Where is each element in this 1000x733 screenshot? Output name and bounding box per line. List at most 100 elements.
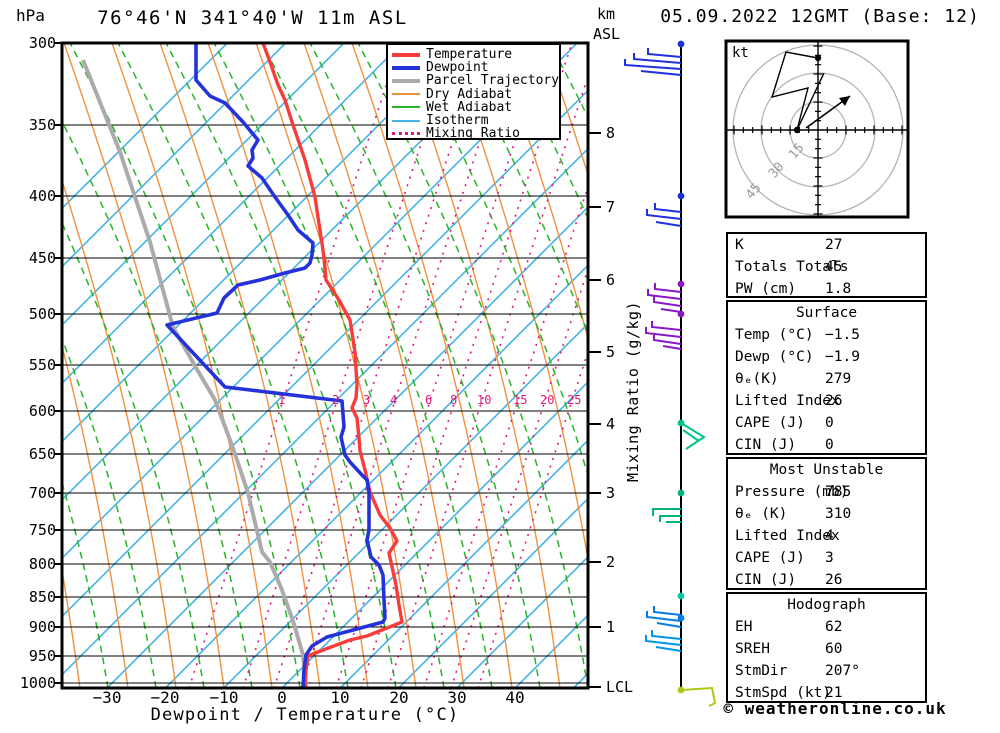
wind-barb-icon xyxy=(655,646,682,652)
index-label: CAPE (J) xyxy=(735,415,805,431)
wind-barb-icon xyxy=(645,635,682,646)
isotherm-line xyxy=(456,556,587,687)
mixing-ratio-value-label: 10 xyxy=(477,393,492,407)
temp-tick-label: −20 xyxy=(150,688,180,707)
pressure-tick-label: 900 xyxy=(28,618,56,636)
wet-adiabat-line xyxy=(117,44,349,687)
wind-barb-icon xyxy=(651,321,682,331)
temp-tick-label: 10 xyxy=(330,688,350,707)
temp-tick-label: 20 xyxy=(389,688,409,707)
pressure-tick-label: 300 xyxy=(28,34,56,52)
wind-barb-icon xyxy=(662,345,682,350)
dry-adiabat-line xyxy=(351,44,513,687)
index-value: 785 xyxy=(825,484,852,500)
wind-barb-icon xyxy=(646,209,682,220)
copyright-credit: © weatheronline.co.uk xyxy=(723,699,947,718)
isotherm-line xyxy=(63,44,345,326)
wind-barb-icon xyxy=(680,422,706,450)
km-tick-label: 4 xyxy=(606,415,616,433)
pressure-tick-label: 500 xyxy=(28,305,56,323)
mixing-ratio-value-label: 6 xyxy=(425,393,433,407)
station-title: 76°46'N 341°40'W 11m ASL xyxy=(97,7,408,29)
wet-adiabat-line xyxy=(357,44,587,687)
hodograph-plot xyxy=(724,39,910,219)
dry-adiabat-line xyxy=(159,44,321,687)
wind-level-dot xyxy=(677,614,685,622)
pressure-tick-label: 350 xyxy=(28,116,56,134)
dry-adiabat-line xyxy=(111,44,273,687)
legend-item: Isotherm xyxy=(388,113,559,128)
index-table-row: CIN (J) 26 xyxy=(728,569,925,591)
mixing-ratio-line xyxy=(477,352,587,687)
index-table-row: CAPE (J) 0 xyxy=(728,412,925,434)
legend-line-sample xyxy=(392,52,420,57)
wet-adiabat-line xyxy=(165,44,397,687)
index-value: 0 xyxy=(825,437,834,453)
index-table: Surface Temp (°C) −1.5 Dewp (°C) −1.9 θₑ(K) 27… xyxy=(726,300,927,455)
legend-item-label: Temperature xyxy=(426,47,513,63)
index-table-row: Temp (°C) −1.5 xyxy=(728,324,925,346)
pressure-tick-label: 850 xyxy=(28,588,56,606)
wet-adiabat-line xyxy=(63,339,157,687)
index-label: Dewp (°C) xyxy=(735,349,814,365)
legend-line-sample xyxy=(392,119,420,122)
temperature-curve xyxy=(261,44,404,687)
wind-barb-icon xyxy=(646,611,682,622)
index-label: Totals Totals xyxy=(735,259,849,275)
index-table-row: K 27 xyxy=(728,234,925,256)
index-table: K 27 Totals Totals 45 PW (cm) 1.8 xyxy=(726,232,927,298)
mixing-ratio-value-label: 3 xyxy=(363,393,371,407)
isotherm-line xyxy=(63,44,286,267)
index-value: −1.5 xyxy=(825,327,860,343)
dry-adiabat-line xyxy=(63,572,81,687)
legend-line-sample xyxy=(392,106,420,109)
index-value: 62 xyxy=(825,619,843,635)
temp-tick-label: 30 xyxy=(447,688,467,707)
valid-time-title: 05.09.2022 12GMT (Base: 12) xyxy=(660,6,980,27)
legend-item: Mixing Ratio xyxy=(388,126,559,141)
temp-tick-label: 40 xyxy=(505,688,525,707)
index-label: θₑ (K) xyxy=(735,506,788,522)
dry-adiabat-line xyxy=(207,44,369,687)
index-table-row: SREH 60 xyxy=(728,638,925,660)
hodograph-trace-ray xyxy=(796,72,825,131)
mixing-ratio-value-label: 1 xyxy=(278,393,286,407)
temp-tick-label: −10 xyxy=(209,688,239,707)
wind-level-dot xyxy=(677,686,685,694)
legend-item: Dewpoint xyxy=(388,60,559,76)
pressure-tick-label: 750 xyxy=(28,521,56,539)
index-value: 4 xyxy=(825,528,834,544)
index-value: 3 xyxy=(825,550,834,566)
index-table-row: Pressure (mb) 785 xyxy=(728,481,925,503)
legend-item-label: Dewpoint xyxy=(426,60,489,76)
wind-level-dot xyxy=(677,419,685,427)
wind-level-dot xyxy=(677,310,685,318)
mixing-ratio-line xyxy=(450,269,587,687)
temperature-axis-title: Dewpoint / Temperature (°C) xyxy=(150,705,460,725)
index-label: PW (cm) xyxy=(735,281,797,297)
mixing-ratio-line xyxy=(273,44,486,687)
dewpoint-curve xyxy=(165,44,387,687)
legend-line-sample xyxy=(392,78,420,83)
isotherm-line xyxy=(281,381,587,687)
index-label: CIN (J) xyxy=(735,572,797,588)
chart-legend: Temperature Dewpoint Parcel Trajectory Dry … xyxy=(386,43,561,141)
wind-barb-icon xyxy=(633,53,682,64)
index-value: 26 xyxy=(825,393,843,409)
wet-adiabat-line xyxy=(63,121,253,687)
mixing-ratio-line xyxy=(423,187,587,687)
legend-item-label: Parcel Trajectory xyxy=(426,73,560,89)
index-table-header: Hodograph xyxy=(787,597,866,613)
pressure-tick-label: 950 xyxy=(28,647,56,665)
index-value: 207° xyxy=(825,663,860,679)
index-value: 0 xyxy=(825,415,834,431)
index-value: −1.9 xyxy=(825,349,860,365)
legend-item: Parcel Trajectory xyxy=(388,73,560,89)
index-value: 45 xyxy=(825,259,843,275)
wind-barb-icon xyxy=(653,296,682,307)
wind-level-dot xyxy=(677,40,685,48)
wet-adiabat-line xyxy=(453,44,587,334)
legend-line-sample xyxy=(392,93,420,96)
index-table-header: Most Unstable xyxy=(769,462,884,478)
wind-barb-icon xyxy=(651,630,682,640)
